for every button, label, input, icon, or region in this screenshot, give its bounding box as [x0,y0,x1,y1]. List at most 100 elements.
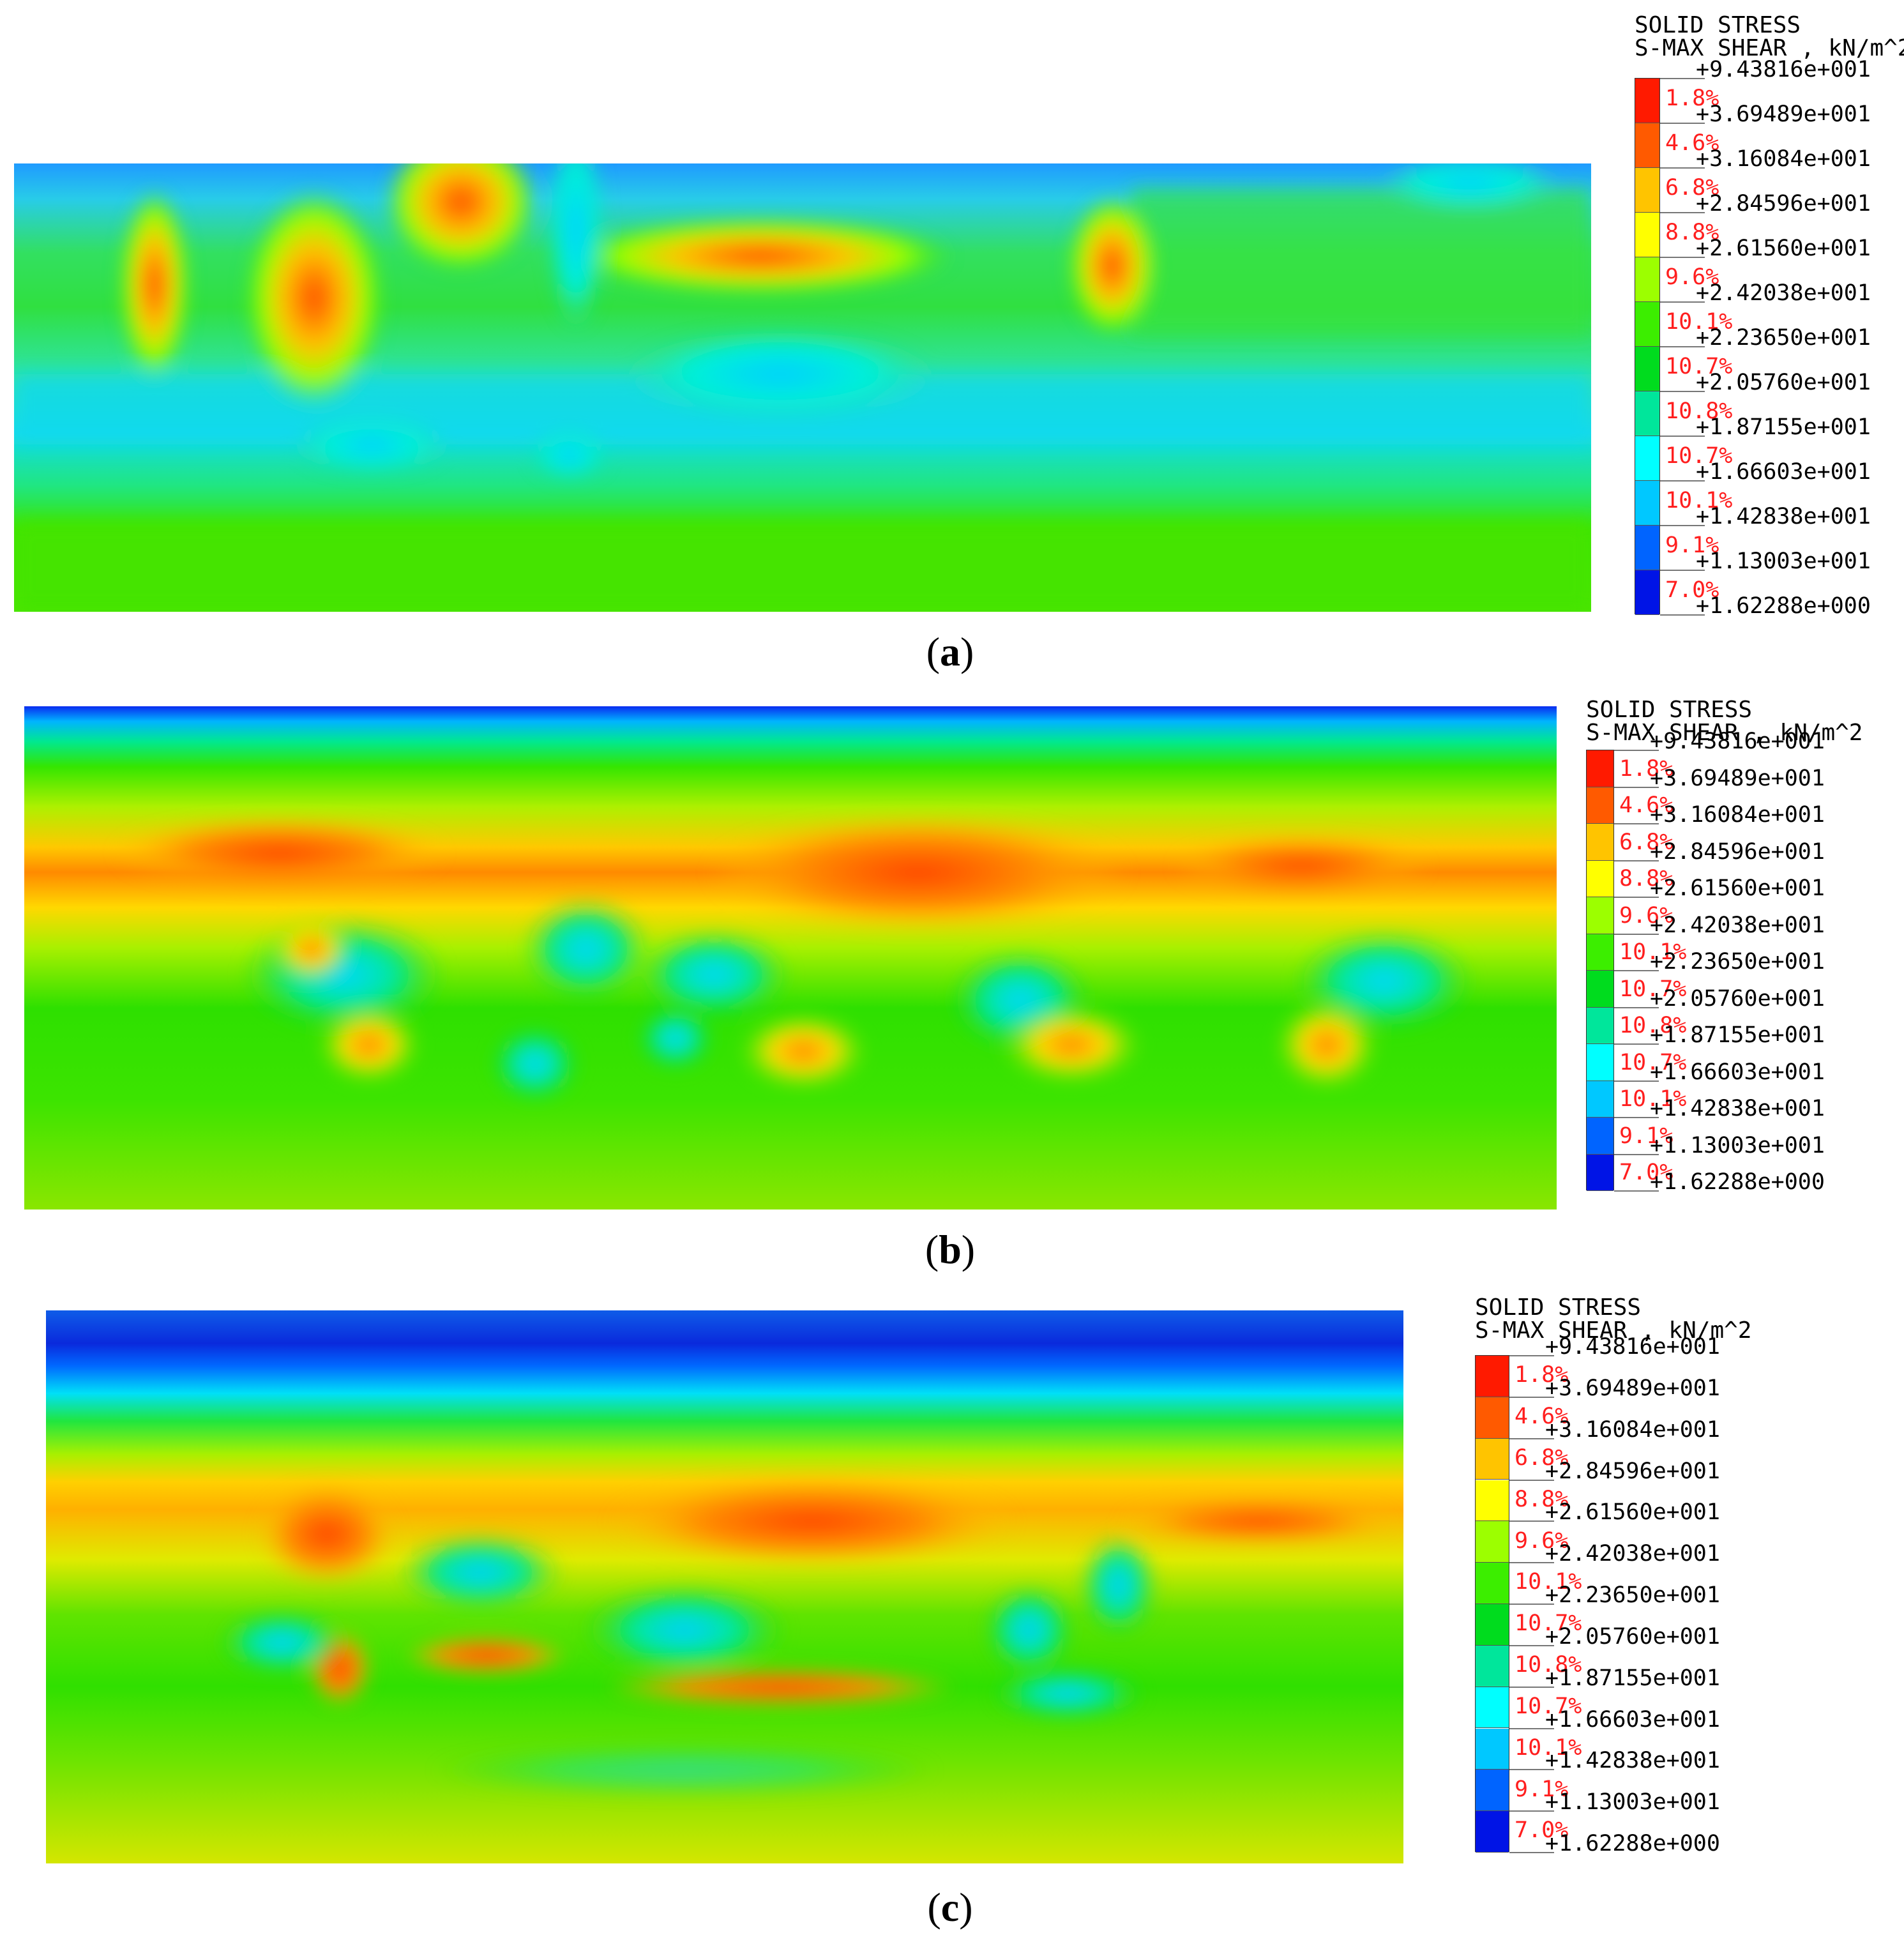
legend-tick [1660,78,1705,79]
legend-band [1476,1728,1509,1770]
legend-percent: 10.7% [1619,1049,1687,1075]
legend-a: SOLID STRESS S-MAX SHEAR , kN/m^2 1.8% 4.… [1635,14,1904,621]
legend-percent: 4.6% [1665,130,1719,156]
legend-percent: 10.7% [1515,1693,1582,1719]
legend-tick [1614,750,1659,751]
legend-percent: 9.1% [1619,1123,1674,1149]
legend-value: +2.05760e+001 [1650,985,1825,1012]
legend-value: +2.84596e+001 [1545,1458,1720,1484]
legend-tick [1660,257,1705,258]
legend-percent: 7.0% [1515,1817,1569,1844]
legend-tick [1660,480,1705,482]
legend-band [1587,750,1613,787]
legend-value: +1.87155e+001 [1545,1665,1720,1691]
legend-band [1587,1154,1613,1191]
legend-band [1587,934,1613,971]
legend-title-line1-b: SOLID STRESS [1586,697,1753,723]
caption-letter-a: a [940,629,960,674]
legend-tick [1509,1562,1554,1564]
legend-percent: 7.0% [1665,577,1719,603]
legend-title-b: SOLID STRESS S-MAX SHEAR , kN/m^2 [1586,699,1862,745]
legend-tick [1614,1006,1659,1008]
color-bar-a [1635,78,1660,615]
contour-plot-a [14,163,1591,612]
legend-value: +2.23650e+001 [1650,949,1825,974]
legend-band [1476,1397,1509,1439]
caption-letter-c: c [941,1885,960,1930]
legend-percent: 1.8% [1515,1362,1569,1388]
legend-tick [1509,1521,1554,1522]
legend-value: +9.43816e+001 [1545,1334,1720,1360]
legend-percent: 8.8% [1665,220,1719,246]
legend-title-line1-c: SOLID STRESS [1475,1294,1642,1321]
legend-tick [1660,436,1705,437]
legend-percent: 9.1% [1515,1776,1569,1802]
caption-c: (c) [927,1885,973,1930]
legend-tick [1509,1355,1554,1356]
legend-value: +9.43816e+001 [1696,57,1871,82]
legend-band [1476,1480,1509,1522]
legend-band [1587,787,1613,824]
legend-value: +2.84596e+001 [1696,191,1871,216]
legend-percent: 8.8% [1619,866,1674,892]
caption-a: (a) [926,629,974,674]
legend-percent: 10.1% [1515,1569,1582,1595]
legend-band [1587,1007,1613,1044]
color-bar-c [1475,1355,1509,1853]
legend-title-line2-b: S-MAX SHEAR , kN/m^2 [1586,720,1863,746]
legend-tick [1660,525,1705,526]
legend-percent: 10.1% [1619,939,1687,966]
legend-percent: 6.8% [1515,1445,1569,1471]
legend-band [1635,436,1659,481]
legend-percent: 6.8% [1665,175,1719,201]
legend-band [1587,897,1613,934]
legend-tick [1614,860,1659,861]
legend-tick [1509,1604,1554,1605]
legend-title-line2-a: S-MAX SHEAR , kN/m^2 [1635,35,1904,61]
contour-plot-b [24,706,1557,1210]
legend-percent: 6.8% [1619,829,1674,855]
legend-band [1476,1687,1509,1729]
legend-tick [1660,123,1705,124]
legend-c: SOLID STRESS S-MAX SHEAR , kN/m^2 1.8% 4.… [1475,1296,1896,1871]
legend-tick [1509,1479,1554,1481]
legend-value: +3.16084e+001 [1650,802,1825,828]
legend-band [1476,1645,1509,1687]
legend-band [1476,1604,1509,1646]
legend-tick [1614,897,1659,898]
legend-percent: 10.7% [1665,354,1733,380]
legend-value: +9.43816e+001 [1650,729,1825,754]
legend-band [1635,123,1659,168]
legend-tick [1509,1396,1554,1398]
legend-tick [1614,970,1659,971]
legend-tick [1660,301,1705,303]
legend-tick [1614,933,1659,935]
legend-tick [1614,1153,1659,1155]
legend-value: +2.23650e+001 [1696,325,1871,351]
legend-tick [1660,614,1705,616]
legend-value: +2.61560e+001 [1650,876,1825,901]
legend-percent: 8.8% [1515,1486,1569,1512]
legend-band [1635,391,1659,436]
legend-value: +1.42838e+001 [1650,1096,1825,1121]
legend-band [1635,302,1659,347]
legend-percent: 7.0% [1619,1160,1674,1186]
legend-tick [1509,1644,1554,1646]
legend-percent: 4.6% [1515,1404,1569,1430]
legend-percent: 10.7% [1619,976,1687,1002]
legend-band [1635,526,1659,570]
legend-tick [1660,167,1705,169]
legend-band [1635,257,1659,302]
legend-tick [1660,391,1705,392]
legend-tick [1614,1190,1659,1192]
legend-tick [1614,786,1659,788]
legend-percent: 9.6% [1665,264,1719,291]
legend-value: +1.66603e+001 [1696,459,1871,485]
legend-value: +1.62288e+000 [1545,1831,1720,1856]
legend-percent: 9.6% [1619,902,1674,929]
legend-band [1635,481,1659,526]
legend-band [1587,860,1613,897]
legend-title-line2-c: S-MAX SHEAR , kN/m^2 [1475,1317,1752,1344]
legend-percent: 10.8% [1665,398,1733,425]
legend-band [1587,1118,1613,1155]
